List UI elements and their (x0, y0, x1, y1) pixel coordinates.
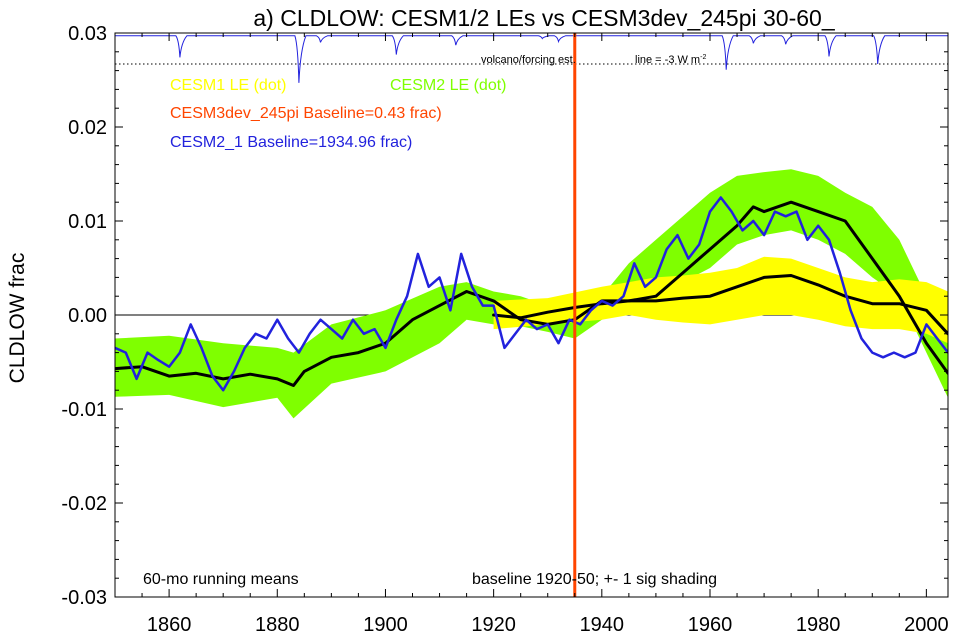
y-tick-label: -0.01 (61, 399, 107, 421)
line-cesm2-le-mean (115, 200, 948, 387)
x-tick-label: 2000 (904, 614, 949, 636)
legend-cesm3dev: CESM3dev_245pi Baseline=0.43 frac) (170, 105, 442, 122)
y-tick-label: 0.02 (68, 117, 107, 139)
x-tick-label: 1980 (796, 614, 841, 636)
x-tick-label: 1960 (688, 614, 733, 636)
forcing-line-superscript: -2 (700, 54, 706, 61)
legend-cesm2-le: CESM2 LE (dot) (390, 77, 506, 94)
legend-cesm2-1: CESM2_1 Baseline=1934.96 frac) (170, 134, 412, 151)
plot-area (115, 33, 948, 597)
legend-cesm1-le: CESM1 LE (dot) (170, 77, 286, 94)
legend: CESM1 LE (dot) CESM2 LE (dot) CESM3dev_2… (170, 77, 506, 151)
x-tick-label: 1860 (147, 614, 192, 636)
volcano-forcing-line (115, 35, 948, 83)
chart-title: a) CLDLOW: CESM1/2 LEs vs CESM3dev_245pi… (253, 5, 835, 31)
x-tick-label: 1880 (255, 614, 300, 636)
line-cesm2-1 (115, 196, 948, 392)
forcing-line-annotation: line = -3 W m-2 (635, 54, 706, 66)
plot-clipped (115, 33, 948, 597)
band-cesm2-le-spread (115, 169, 948, 419)
y-tick-label: 0.01 (68, 211, 107, 233)
forcing-line-label: line = -3 W m (635, 54, 700, 66)
axes: -0.03 -0.02 -0.01 0.00 0.01 0.02 0.03 1860 1880 1… (61, 23, 948, 636)
baseline-note: baseline 1920-50; +- 1 sig shading (472, 571, 717, 588)
band-cesm1-le-spread (493, 256, 948, 344)
y-tick-label: 0.03 (68, 23, 107, 45)
volcano-annotation: volcano/forcing est. (481, 54, 576, 66)
y-tick-label: 0.00 (68, 305, 107, 327)
y-tick-label: -0.03 (61, 587, 107, 609)
x-tick-label: 1940 (580, 614, 625, 636)
x-tick-label: 1920 (471, 614, 516, 636)
y-axis-label: CLDLOW frac (6, 253, 29, 384)
y-tick-label: -0.02 (61, 493, 107, 515)
x-tick-label: 1900 (363, 614, 408, 636)
line-cesm1-le-mean (492, 274, 948, 336)
running-mean-note: 60-mo running means (143, 571, 299, 588)
